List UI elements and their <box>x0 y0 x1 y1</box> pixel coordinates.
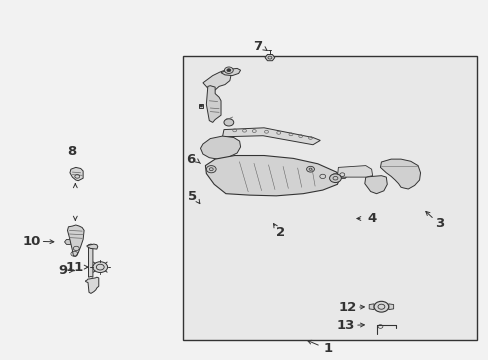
Polygon shape <box>203 70 230 90</box>
Polygon shape <box>388 304 393 310</box>
Circle shape <box>199 105 203 107</box>
Polygon shape <box>87 244 98 249</box>
Polygon shape <box>85 277 99 293</box>
Polygon shape <box>64 239 72 244</box>
Polygon shape <box>337 166 372 177</box>
Polygon shape <box>205 156 339 196</box>
Text: 11: 11 <box>65 261 84 274</box>
Text: 12: 12 <box>338 301 357 314</box>
Circle shape <box>93 262 107 273</box>
Text: 10: 10 <box>22 235 41 248</box>
Circle shape <box>226 69 230 72</box>
Text: 13: 13 <box>336 319 355 332</box>
Polygon shape <box>221 68 240 76</box>
Polygon shape <box>200 136 240 159</box>
Polygon shape <box>336 171 347 178</box>
Polygon shape <box>222 128 320 145</box>
Text: 7: 7 <box>252 40 261 53</box>
Polygon shape <box>316 172 328 181</box>
Polygon shape <box>199 104 203 108</box>
Circle shape <box>206 166 216 173</box>
Text: 5: 5 <box>187 190 196 203</box>
Circle shape <box>306 166 314 172</box>
Polygon shape <box>380 159 420 189</box>
Polygon shape <box>264 54 274 61</box>
Polygon shape <box>206 86 221 122</box>
Text: 8: 8 <box>68 145 77 158</box>
Circle shape <box>224 67 233 73</box>
Polygon shape <box>368 304 373 310</box>
Polygon shape <box>364 176 386 194</box>
Text: 1: 1 <box>324 342 332 355</box>
Text: 6: 6 <box>186 153 195 166</box>
Circle shape <box>224 119 233 126</box>
Text: 9: 9 <box>58 264 67 277</box>
Text: 2: 2 <box>276 226 285 239</box>
Circle shape <box>373 301 388 312</box>
Polygon shape <box>67 225 84 256</box>
Text: 4: 4 <box>366 212 375 225</box>
Polygon shape <box>70 167 83 181</box>
Polygon shape <box>88 244 93 277</box>
Bar <box>183 56 476 340</box>
Text: 3: 3 <box>435 217 444 230</box>
Circle shape <box>329 174 341 183</box>
